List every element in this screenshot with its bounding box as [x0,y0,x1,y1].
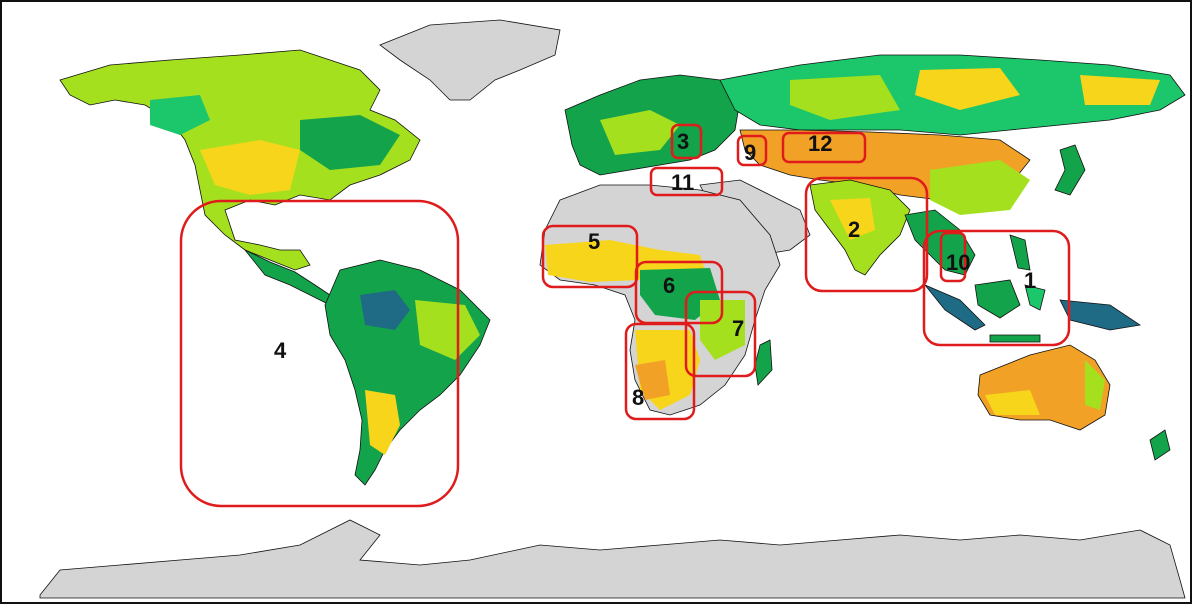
region-box-4[interactable] [179,199,460,508]
region-label-1: 1 [1024,268,1036,293]
far-east-low-zone [1080,75,1160,105]
new-zealand-landmass [1149,429,1171,461]
region-box-11[interactable] [649,166,724,197]
region-label-12: 12 [808,131,832,156]
region-box-3[interactable] [670,123,703,160]
region-box-5[interactable] [541,224,639,289]
region-label-5: 5 [588,229,600,254]
region-box-12[interactable] [781,131,867,164]
japan-landmass [1054,144,1086,196]
philippines-landmass [1009,234,1031,271]
brazil-medium-zone [415,300,480,360]
australia-low-zone [985,390,1040,415]
region-labels: 1 2 3 4 5 6 7 8 9 10 11 12 [274,129,1036,410]
region-boxes [179,123,1071,508]
region-label-10: 10 [946,250,970,275]
region-label-2: 2 [848,217,860,242]
siberia-low-zone [915,68,1020,110]
south-africa-vlow-zone [635,360,670,400]
region-box-8[interactable] [624,322,696,421]
region-box-2[interactable] [804,176,929,293]
south-cone-low-zone [365,390,400,455]
region-label-9: 9 [744,140,756,165]
region-box-9[interactable] [736,134,768,167]
greenland-landmass [379,19,561,101]
europe-medium-zone [600,110,680,155]
australia-medium-coast [1085,360,1105,410]
north-america-lakes-zone [150,95,210,135]
east-africa-medium-zone [700,300,745,360]
region-box-1[interactable] [922,229,1071,347]
antarctica-landmass [39,519,1186,599]
borneo-landmass [974,279,1021,319]
region-label-3: 3 [677,129,689,154]
sulawesi-landmass [1024,284,1046,311]
region-label-4: 4 [274,338,287,363]
region-box-7[interactable] [684,290,757,378]
india-low-zone [830,198,875,240]
amazon-very-high-zone [360,290,410,330]
north-america-low-zone [200,140,300,195]
china-medium-zone [930,160,1030,215]
region-label-8: 8 [632,385,644,410]
siberia-medium-zone [790,75,900,120]
region-label-6: 6 [663,273,675,298]
region-label-7: 7 [732,316,744,341]
region-box-10[interactable] [939,231,967,283]
north-america-high-zone [300,115,400,170]
sumatra-landmass [924,284,986,331]
java-landmass [989,334,1041,343]
region-label-11: 11 [671,170,694,195]
